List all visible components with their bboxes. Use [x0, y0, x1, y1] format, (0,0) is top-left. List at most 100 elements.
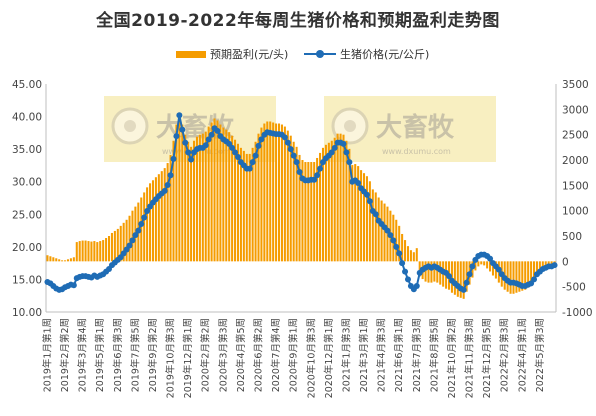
price-point [328, 149, 335, 156]
profit-bar [190, 146, 193, 262]
profit-bar [489, 261, 492, 272]
price-point [293, 159, 300, 166]
profit-bar [254, 141, 257, 262]
price-point [384, 227, 391, 234]
profit-bar [477, 261, 480, 267]
profit-bar [509, 261, 512, 294]
profit-bar [272, 122, 275, 262]
profit-bar [245, 153, 248, 262]
profit-bar [515, 261, 518, 293]
profit-bar [374, 192, 377, 262]
profit-bar [175, 124, 178, 262]
profit-bar [535, 261, 538, 276]
profit-bar [93, 241, 96, 262]
price-point [413, 282, 420, 289]
x-tick-label: 2021年10月第2周 [446, 318, 458, 398]
legend: 预期盈利(元/头) 生猪价格(元/公斤) [0, 46, 596, 64]
price-point [366, 198, 373, 205]
profit-bar [336, 133, 339, 262]
price-point [399, 260, 406, 267]
legend-item-price: 生猪价格(元/公斤) [304, 46, 429, 62]
profit-bar [219, 124, 222, 262]
profit-bar [530, 261, 533, 285]
profit-bar [216, 120, 219, 262]
profit-bar [195, 136, 198, 262]
profit-bar [348, 148, 351, 262]
profit-bar [380, 200, 383, 262]
profit-bar [439, 261, 442, 285]
price-point [167, 172, 174, 179]
right-tick-label: 2000 [562, 155, 589, 167]
profit-bar [110, 232, 113, 262]
profit-bar [319, 152, 322, 262]
profit-bar [231, 135, 234, 262]
profit-bar [64, 260, 67, 262]
price-point [164, 181, 171, 188]
price-point [234, 153, 241, 160]
profit-bar [198, 134, 201, 262]
profit-bar [406, 246, 410, 262]
x-tick-label: 2020年6月第2周 [253, 318, 265, 392]
profit-bar [462, 261, 465, 299]
price-point [495, 266, 502, 273]
profit-bar [401, 233, 404, 262]
x-tick-label: 2020年7月第4周 [270, 318, 282, 392]
price-point [202, 142, 209, 149]
profit-bar [87, 241, 90, 262]
price-point [551, 262, 558, 269]
profit-bar [277, 123, 281, 262]
price-point [252, 152, 259, 159]
left-tick-label: 15.00 [12, 274, 42, 286]
profit-bar [324, 144, 327, 262]
price-point [463, 279, 470, 286]
profit-bar [228, 132, 231, 262]
profit-bar [450, 261, 453, 293]
profit-bar [78, 241, 81, 262]
price-point [182, 139, 189, 146]
profit-bar [362, 173, 366, 262]
profit-bar [96, 242, 99, 262]
profit-bar [172, 140, 175, 262]
profit-bar [327, 142, 330, 262]
profit-bar [154, 177, 157, 262]
profit-bar [412, 252, 415, 262]
profit-bar [521, 261, 524, 291]
price-point [249, 159, 256, 166]
profit-bar [151, 180, 155, 262]
profit-bar [316, 157, 319, 262]
price-point [258, 136, 265, 143]
price-point [185, 149, 192, 156]
price-point [446, 273, 453, 280]
x-tick-label: 2021年12月第5周 [481, 318, 493, 398]
profit-bar [286, 130, 289, 262]
right-tick-label: 1500 [562, 180, 589, 192]
x-tick-label: 2022年5月第3周 [534, 318, 546, 392]
profit-bar [146, 187, 149, 262]
profit-bar [149, 183, 152, 262]
profit-bar [46, 255, 49, 262]
price-point [469, 263, 476, 270]
price-point [173, 133, 180, 140]
x-tick-label: 2019年7月第5周 [129, 318, 141, 392]
price-point [232, 149, 239, 156]
right-tick-label: 1000 [562, 206, 589, 218]
price-point [144, 208, 151, 215]
profit-bar [222, 127, 225, 262]
profit-bar [260, 127, 263, 262]
price-point [176, 112, 183, 119]
profit-bar [486, 261, 489, 269]
price-point [141, 214, 148, 221]
profit-bar [404, 240, 407, 262]
profit-bar [354, 164, 357, 262]
profit-bar [465, 261, 468, 292]
price-point [214, 127, 221, 134]
profit-bar [90, 241, 93, 262]
x-tick-label: 2021年4月第3周 [376, 318, 388, 392]
price-point [363, 191, 370, 198]
profit-bar [456, 261, 459, 297]
price-point [314, 172, 321, 179]
price-point [138, 221, 145, 228]
profit-bar [84, 240, 87, 262]
profit-bar [234, 139, 237, 262]
